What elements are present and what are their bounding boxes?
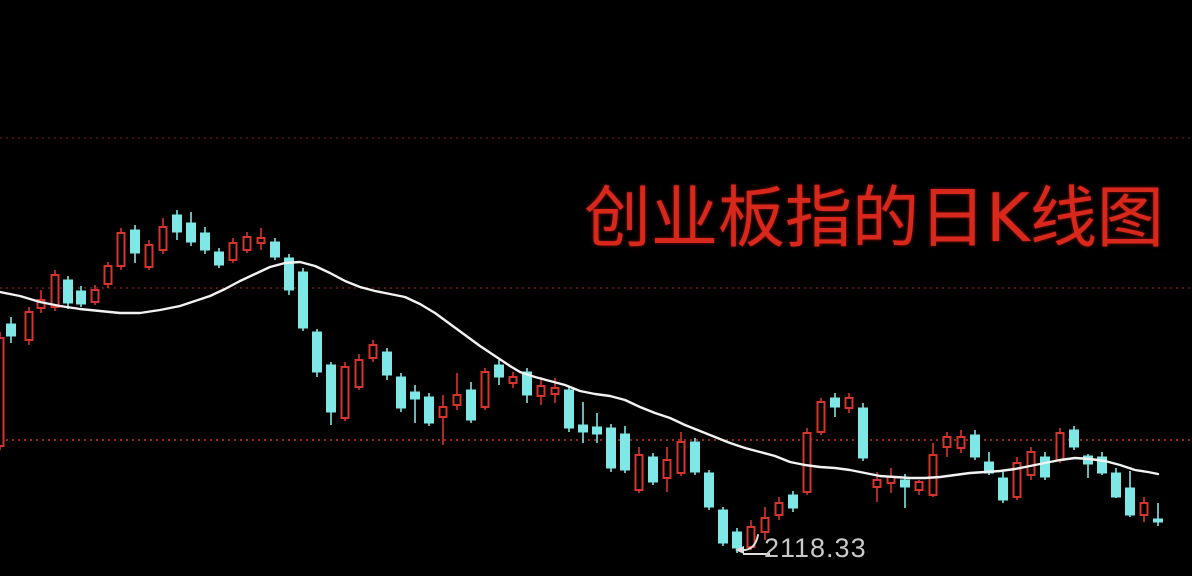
candle-body-up bbox=[116, 232, 126, 267]
candle-body-down bbox=[1097, 456, 1107, 474]
candle-body-down bbox=[396, 376, 406, 409]
candle-body-up bbox=[242, 236, 252, 251]
candle-body-up bbox=[956, 436, 966, 449]
candle-body-up bbox=[103, 265, 113, 285]
candle-body-up bbox=[1055, 432, 1065, 461]
candle-body-up bbox=[802, 432, 812, 493]
candle-body-up bbox=[676, 441, 686, 474]
candle-body-down bbox=[592, 426, 602, 435]
candle-body-down bbox=[1069, 429, 1079, 448]
candle-body-up bbox=[872, 479, 882, 488]
candle-body-up bbox=[50, 274, 60, 308]
candle-body-up bbox=[844, 397, 854, 409]
candle-body-up bbox=[816, 401, 826, 433]
candle-body-up bbox=[536, 385, 546, 397]
chart-title: 创业板指的日K线图 bbox=[584, 179, 1164, 257]
candle-body-down bbox=[312, 331, 322, 373]
candle-body-down bbox=[410, 391, 420, 400]
candle-body-down bbox=[690, 441, 700, 473]
price-annotation-label: 2118.33 bbox=[764, 533, 867, 563]
candle-body-down bbox=[788, 494, 798, 509]
candle-body-down bbox=[620, 433, 630, 471]
candle-body-down bbox=[732, 531, 742, 549]
candle-body-down bbox=[704, 472, 714, 508]
candle-body-up bbox=[1026, 451, 1036, 476]
candle-body-down bbox=[494, 364, 504, 378]
candle-body-up bbox=[634, 454, 644, 491]
candle-body-up bbox=[914, 481, 924, 491]
candle-body-up bbox=[144, 244, 154, 268]
candle-body-down bbox=[214, 251, 224, 266]
candle-body-up bbox=[438, 406, 448, 418]
candle-body-up bbox=[928, 454, 938, 496]
candle-body-down bbox=[858, 407, 868, 459]
candle-body-up bbox=[0, 337, 5, 447]
candle-body-up bbox=[550, 387, 560, 395]
candle-body-down bbox=[382, 351, 392, 376]
candle-body-down bbox=[900, 479, 910, 488]
candle-body-down bbox=[718, 509, 728, 544]
candle-body-up bbox=[368, 344, 378, 359]
candle-body-down bbox=[1125, 487, 1135, 516]
candle-body-up bbox=[774, 502, 784, 516]
candle-body-up bbox=[256, 237, 266, 244]
candle-body-up bbox=[760, 517, 770, 533]
candle-body-down bbox=[466, 389, 476, 421]
candle-body-down bbox=[270, 241, 280, 258]
candle-body-up bbox=[90, 289, 100, 303]
candle-body-down bbox=[830, 397, 840, 408]
candle-body-down bbox=[998, 477, 1008, 501]
candle-body-up bbox=[508, 376, 518, 384]
candle-body-down bbox=[1153, 518, 1163, 523]
candle-body-up bbox=[228, 242, 238, 261]
candle-body-up bbox=[1012, 462, 1022, 498]
annotation-arrowhead-icon bbox=[735, 546, 744, 554]
candle-body-down bbox=[424, 396, 434, 424]
candle-body-down bbox=[63, 279, 73, 304]
candle-body-down bbox=[298, 271, 308, 329]
candle-body-up bbox=[452, 394, 462, 406]
candle-body-down bbox=[6, 323, 16, 337]
candle-body-up bbox=[1139, 502, 1149, 516]
candle-body-down bbox=[1111, 472, 1121, 498]
candle-body-down bbox=[1040, 456, 1050, 478]
candle-body-down bbox=[578, 424, 588, 433]
candle-body-down bbox=[970, 434, 980, 458]
candle-body-up bbox=[662, 459, 672, 479]
candle-body-down bbox=[522, 371, 532, 396]
candle-body-down bbox=[172, 214, 182, 233]
candle-body-down bbox=[564, 389, 574, 429]
candle-body-up bbox=[158, 226, 168, 251]
candle-body-down bbox=[76, 290, 86, 305]
candle-body-down bbox=[606, 427, 616, 469]
candle-body-down bbox=[984, 461, 994, 474]
candle-body-up bbox=[942, 436, 952, 448]
candle-body-up bbox=[354, 359, 364, 388]
candle-body-up bbox=[480, 371, 490, 408]
candle-body-down bbox=[200, 232, 210, 251]
candle-body-up bbox=[340, 366, 350, 419]
candle-body-up bbox=[24, 311, 34, 341]
candle-body-down bbox=[326, 364, 336, 413]
candle-body-down bbox=[284, 257, 294, 291]
candle-body-down bbox=[186, 222, 196, 243]
moving-average-line bbox=[0, 260, 1160, 480]
candle-body-down bbox=[130, 229, 140, 254]
candle-body-down bbox=[648, 456, 658, 483]
